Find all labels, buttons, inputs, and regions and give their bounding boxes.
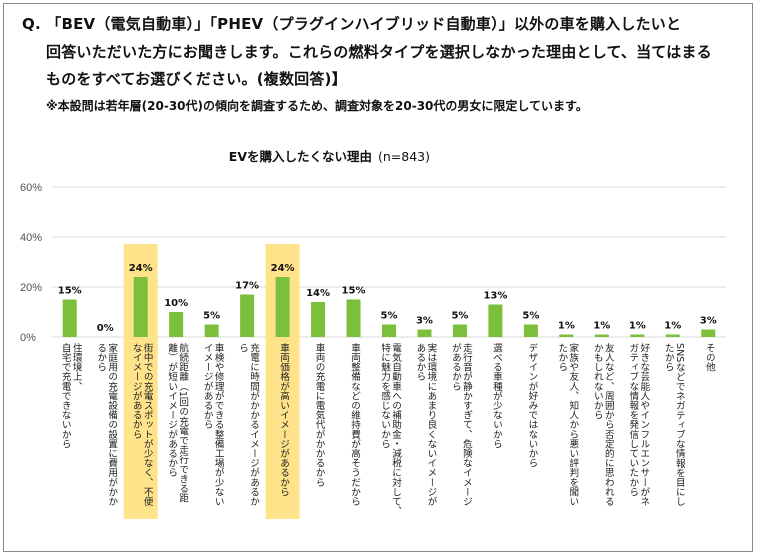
category-label: たから [663, 343, 675, 372]
bar [204, 324, 219, 337]
data-label: 15% [58, 286, 82, 297]
category-label: 車両価格が高いイメージがあるから [278, 342, 290, 496]
category-label: 充電に時間がかかるイメージがあるか [248, 342, 260, 506]
category-label: 実は環境にあまり良くないイメージが [425, 342, 437, 506]
category-label: SNSなどでネガティブな情報を目にし [674, 343, 686, 506]
bar [523, 324, 538, 337]
data-label: 5% [203, 311, 220, 322]
data-label: 1% [558, 321, 575, 332]
bar [382, 324, 396, 337]
bar [594, 334, 609, 337]
data-label: 0% [97, 323, 114, 334]
data-label: 5% [381, 311, 398, 322]
bars [62, 277, 716, 337]
category-label: なイメージがあるから [131, 343, 143, 439]
bar [630, 334, 645, 337]
bar [665, 334, 680, 337]
category-label: あるから [414, 343, 426, 381]
category-label: 航続距離（1回の充電で走行できる距 [177, 342, 189, 502]
bar [311, 302, 326, 337]
category-label: 選べる車種が少ないから [491, 343, 503, 449]
question-line-2: 回答いただいた方にお聞きします。これらの燃料タイプを選択しなかった理由として、当… [46, 43, 712, 61]
bar-chart: EVを購入したくない理由 (n=843) 0% 20% 40% 60% 15% 0% 24… [20, 149, 726, 519]
data-label: 3% [700, 316, 717, 327]
category-label: ら [237, 343, 248, 353]
bar [62, 299, 77, 337]
category-label: 住環境上、 [71, 342, 83, 391]
category-label: 電気自動車への補助金・減税に対して、 [390, 343, 402, 516]
category-label: たから [556, 343, 568, 372]
data-label: 13% [483, 291, 507, 302]
y-tick-label: 20% [20, 282, 42, 294]
category-label: デザインが好みではないから [526, 342, 538, 467]
y-tick-label: 60% [20, 182, 42, 194]
question-line-1: Q. 「BEV（電気自動車）」「PHEV（プラグインハイブリッド自動車）」以外の… [22, 15, 682, 33]
bar [169, 312, 184, 337]
category-label: ガティブな情報を発信していたから [627, 343, 639, 497]
category-label: 特に魅力を感じないから [379, 342, 391, 448]
bar [452, 324, 467, 337]
data-label: 1% [664, 321, 681, 332]
data-label: 1% [593, 321, 610, 332]
chart-sample-size: (n=843) [378, 149, 430, 164]
category-label: 家庭用の充電設備の設置に費用がかか [106, 342, 118, 506]
category-label: 友人など、周囲から否定的に思われる [603, 342, 615, 506]
data-label: 24% [271, 263, 295, 274]
category-label: があるから [450, 342, 462, 391]
category-label: 離）が短いイメージがあるから [166, 342, 178, 477]
bar [240, 294, 255, 337]
bar [346, 299, 361, 337]
bar [133, 277, 148, 337]
y-tick-label: 0% [20, 332, 36, 344]
category-label: イメージがあるから [202, 343, 214, 429]
category-label: 走行音が静かすぎて、危険なイメージ [461, 343, 473, 506]
data-label: 14% [306, 288, 330, 299]
data-label: 15% [342, 286, 366, 297]
data-label: 24% [129, 263, 153, 274]
y-tick-label: 40% [20, 232, 42, 244]
figure-frame: Q. 「BEV（電気自動車）」「PHEV（プラグインハイブリッド自動車）」以外の… [3, 3, 753, 552]
data-label: 5% [522, 311, 539, 322]
bar [559, 334, 574, 337]
category-label: るから [95, 343, 107, 372]
category-label: 自宅で充電できないから [60, 342, 72, 448]
data-label: 1% [629, 321, 646, 332]
category-label: 車両の充電に電気代がかかるから [314, 342, 326, 487]
chart-title: EVを購入したくない理由 [229, 149, 372, 164]
data-label: 10% [164, 298, 188, 309]
bar [488, 304, 503, 337]
data-label: 3% [416, 316, 433, 327]
category-label: 街中での充電スポットが少なく、不便 [142, 342, 154, 507]
value-labels: 15% 0% 24% 10% 5% 17% 24% 14% 15% 5% 3% 5% 13% 5% 1% 1%… [58, 263, 717, 334]
survey-note: ※本設問は若年層(20-30代)の傾向を調査するため、調査対象を20-30代の男… [46, 99, 588, 113]
category-label: 車検や修理ができる整備工場が少ない [213, 342, 225, 506]
bar [701, 329, 716, 337]
category-label: その他 [704, 343, 716, 373]
category-label: かもしれないから [592, 343, 604, 420]
bar [417, 329, 432, 337]
data-label: 5% [451, 311, 468, 322]
category-label: 家族や友人、知人から悪い評判を聞い [567, 342, 579, 506]
gridlines: 0% 20% 40% 60% [20, 182, 726, 344]
category-label: 車両整備などの維持費が高そうだから [349, 342, 361, 506]
category-label: 好きな芸能人やインフルエンサーがネ [638, 342, 650, 506]
data-label: 17% [235, 281, 259, 292]
question-line-3: ものをすべてお選びください。(複数回答)】 [46, 70, 347, 88]
bar [275, 277, 290, 337]
